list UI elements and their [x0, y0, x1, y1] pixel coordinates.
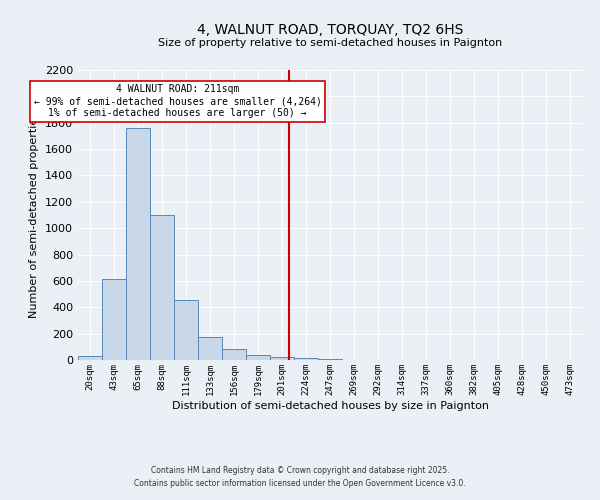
Text: 4 WALNUT ROAD: 211sqm
← 99% of semi-detached houses are smaller (4,264)
1% of se: 4 WALNUT ROAD: 211sqm ← 99% of semi-deta… [34, 84, 322, 117]
Text: 4, WALNUT ROAD, TORQUAY, TQ2 6HS: 4, WALNUT ROAD, TORQUAY, TQ2 6HS [197, 22, 463, 36]
Bar [78, 356, 102, 360]
X-axis label: Distribution of semi-detached houses by size in Paignton: Distribution of semi-detached houses by … [172, 400, 488, 410]
Bar [198, 337, 222, 360]
Y-axis label: Number of semi-detached properties: Number of semi-detached properties [29, 112, 40, 318]
Bar [150, 215, 174, 360]
Bar [294, 358, 318, 360]
Text: Contains HM Land Registry data © Crown copyright and database right 2025.
Contai: Contains HM Land Registry data © Crown c… [134, 466, 466, 487]
Bar [126, 128, 150, 360]
Bar [246, 354, 270, 360]
Text: Size of property relative to semi-detached houses in Paignton: Size of property relative to semi-detach… [158, 38, 502, 48]
Bar [270, 356, 294, 360]
Bar [222, 350, 246, 360]
Bar [174, 300, 198, 360]
Bar [102, 279, 126, 360]
